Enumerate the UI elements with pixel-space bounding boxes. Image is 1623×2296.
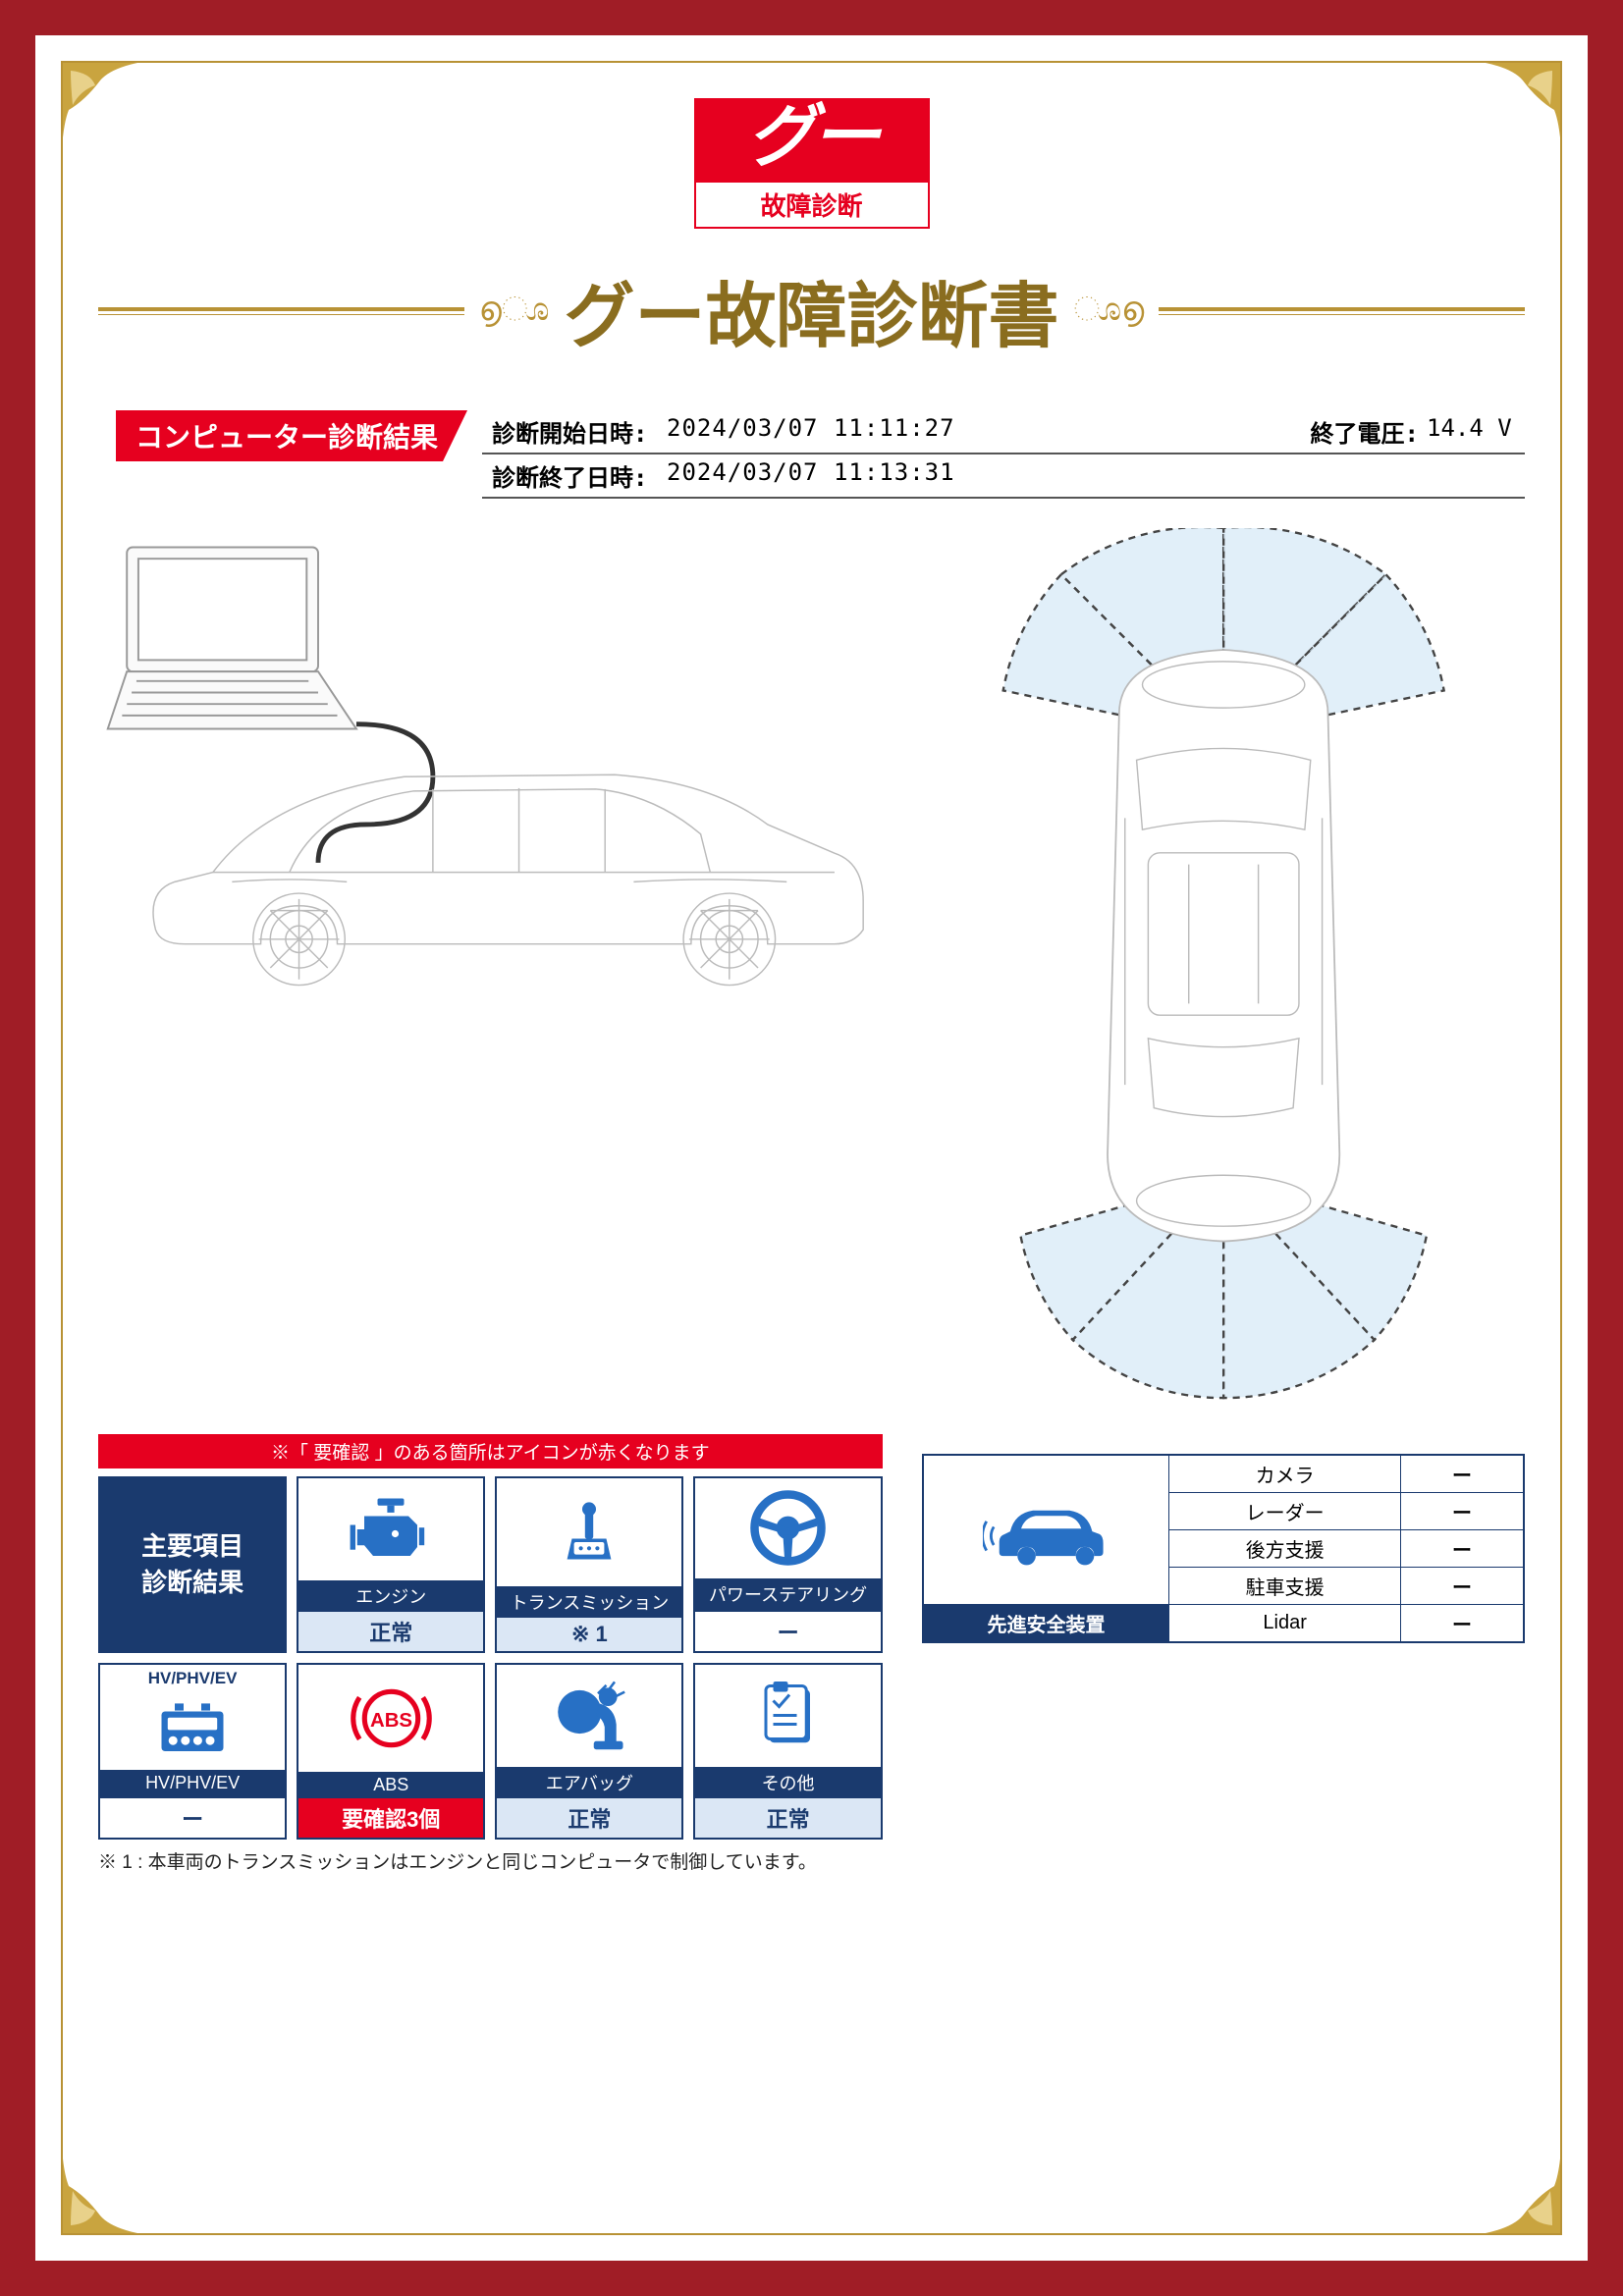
safety-row-value: ー [1400, 1455, 1524, 1493]
items-banner: ※「 要確認 」のある箇所はアイコンが赤くなります [98, 1434, 883, 1468]
info-row-start: 診断開始日時: 2024/03/07 11:11:27 終了電圧: 14.4 V [482, 410, 1525, 454]
item-status: 要確認3個 [298, 1798, 483, 1838]
item-name: その他 [695, 1767, 880, 1798]
diagnostic-items: ※「 要確認 」のある箇所はアイコンが赤くなります 主要項目 診断結果エンジン正… [98, 1434, 883, 1874]
engine-icon [298, 1478, 483, 1580]
info-row-end: 診断終了日時: 2024/03/07 11:13:31 [482, 454, 1525, 499]
safety-equipment: カメラーレーダーー後方支援ー駐車支援ー先進安全装置Lidarー [922, 1434, 1525, 1643]
items-header-card: 主要項目 診断結果 [98, 1476, 287, 1653]
item-status: ※ 1 [497, 1618, 681, 1651]
logo-text: グー [694, 98, 930, 181]
item-name: エアバッグ [497, 1767, 681, 1798]
brand-logo: グー 故障診断 [694, 98, 930, 229]
svg-text:ABS: ABS [370, 1710, 412, 1732]
abs-icon: ABS [298, 1665, 483, 1772]
item-name: ABS [298, 1772, 483, 1798]
hv-icon [100, 1688, 285, 1770]
car-side-diagram [98, 528, 883, 1415]
footnote: ※ 1 : 本車両のトランスミッションはエンジンと同じコンピュータで制御していま… [98, 1847, 883, 1874]
other-icon [695, 1665, 880, 1767]
transmission-icon [497, 1478, 681, 1586]
start-label: 診断開始日時: [492, 414, 659, 449]
safety-row-name: レーダー [1169, 1492, 1401, 1529]
section-tab: コンピューター診断結果 [116, 410, 467, 461]
safety-car-icon [923, 1455, 1169, 1605]
flourish-icon: ൭ೂ [479, 291, 550, 329]
title-row: ൭ೂ グー故障診断書 ೂ൭ [98, 258, 1525, 361]
voltage-label: 終了電圧: [1311, 414, 1419, 449]
item-card-abs: ABSABS要確認3個 [297, 1663, 485, 1840]
voltage-value: 14.4 V [1427, 414, 1515, 449]
airbag-icon [497, 1665, 681, 1767]
safety-row-name: 後方支援 [1169, 1529, 1401, 1567]
item-card-steering: パワーステアリングー [693, 1476, 882, 1653]
item-card-engine: エンジン正常 [297, 1476, 485, 1653]
item-status: 正常 [298, 1612, 483, 1651]
item-card-transmission: トランスミッション※ 1 [495, 1476, 683, 1653]
safety-row-value: ー [1400, 1529, 1524, 1567]
logo-subtitle: 故障診断 [694, 181, 930, 229]
page-title: グー故障診断書 [565, 258, 1059, 361]
flourish-icon: ೂ൭ [1074, 291, 1145, 329]
item-name: エンジン [298, 1580, 483, 1612]
item-status: 正常 [497, 1798, 681, 1838]
safety-header: 先進安全装置 [923, 1604, 1169, 1642]
car-top-diagram [922, 528, 1525, 1415]
item-name: パワーステアリング [695, 1578, 880, 1610]
item-status: ー [100, 1796, 285, 1838]
item-card-other: その他正常 [693, 1663, 882, 1840]
item-name: HV/PHV/EV [100, 1770, 285, 1796]
section-header: コンピューター診断結果 診断開始日時: 2024/03/07 11:11:27 … [98, 410, 1525, 499]
end-label: 診断終了日時: [492, 458, 659, 493]
steering-icon [695, 1478, 880, 1578]
safety-table: カメラーレーダーー後方支援ー駐車支援ー先進安全装置Lidarー [922, 1454, 1525, 1643]
safety-row-name: 駐車支援 [1169, 1567, 1401, 1604]
safety-row-name: カメラ [1169, 1455, 1401, 1493]
safety-row-name: Lidar [1169, 1604, 1401, 1642]
item-card-airbag: エアバッグ正常 [495, 1663, 683, 1840]
safety-row-value: ー [1400, 1604, 1524, 1642]
end-value: 2024/03/07 11:13:31 [667, 458, 955, 493]
item-card-hv: HV/PHV/EVHV/PHV/EVー [98, 1663, 287, 1840]
safety-row-value: ー [1400, 1567, 1524, 1604]
hv-top-label: HV/PHV/EV [100, 1665, 285, 1688]
safety-row-value: ー [1400, 1492, 1524, 1529]
start-value: 2024/03/07 11:11:27 [667, 414, 955, 449]
item-name: トランスミッション [497, 1586, 681, 1618]
item-status: ー [695, 1610, 880, 1651]
item-status: 正常 [695, 1798, 880, 1838]
